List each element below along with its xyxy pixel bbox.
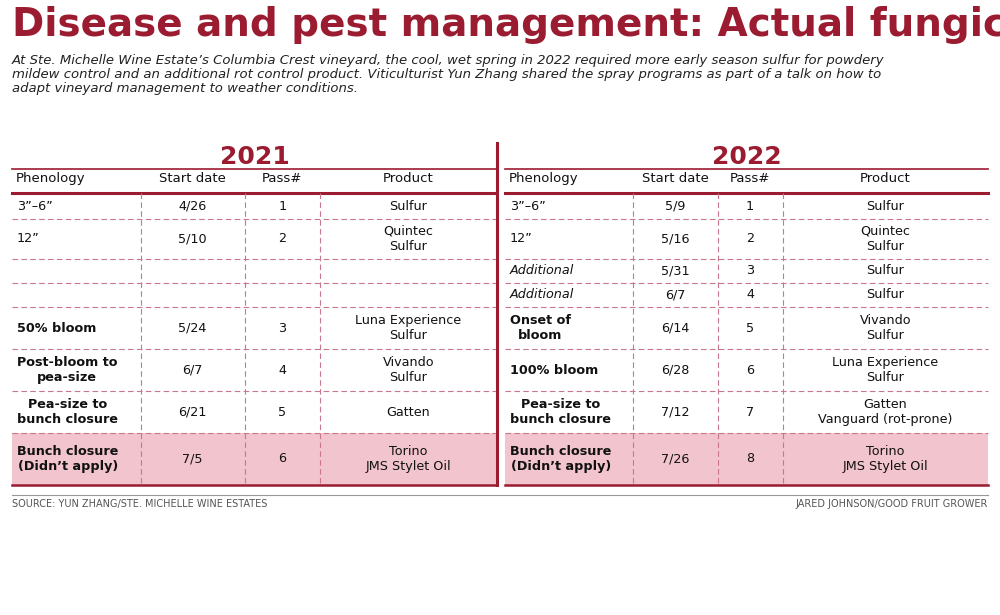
Text: Additional: Additional	[510, 264, 574, 277]
Text: 1: 1	[278, 199, 286, 213]
Text: Sulfur: Sulfur	[866, 199, 904, 213]
Text: 6/14: 6/14	[661, 322, 689, 335]
Text: 6/7: 6/7	[182, 363, 203, 376]
Text: 3”–6”: 3”–6”	[510, 199, 546, 213]
Text: Pea-size to
bunch closure: Pea-size to bunch closure	[17, 398, 118, 426]
Text: 50% bloom: 50% bloom	[17, 322, 96, 335]
Text: Start date: Start date	[642, 172, 709, 185]
Text: Pass#: Pass#	[262, 172, 303, 185]
Text: Sulfur: Sulfur	[390, 199, 427, 213]
Text: Quintec
Sulfur: Quintec Sulfur	[384, 225, 433, 253]
Text: Pass#: Pass#	[730, 172, 770, 185]
Text: 5: 5	[278, 405, 286, 418]
Text: Quintec
Sulfur: Quintec Sulfur	[860, 225, 910, 253]
Text: Bunch closure
(Didn’t apply): Bunch closure (Didn’t apply)	[510, 445, 611, 473]
Text: 6: 6	[746, 363, 754, 376]
Text: adapt vineyard management to weather conditions.: adapt vineyard management to weather con…	[12, 82, 358, 95]
Text: 2: 2	[278, 232, 286, 245]
Text: 2: 2	[746, 232, 754, 245]
Text: Vivando
Sulfur: Vivando Sulfur	[383, 356, 434, 384]
Text: 7: 7	[746, 405, 754, 418]
Text: Sulfur: Sulfur	[866, 288, 904, 301]
Text: Gatten: Gatten	[387, 405, 430, 418]
Text: 4: 4	[746, 288, 754, 301]
Text: Luna Experience
Sulfur: Luna Experience Sulfur	[355, 314, 462, 342]
Text: Phenology: Phenology	[509, 172, 579, 185]
Text: Torino
JMS Stylet Oil: Torino JMS Stylet Oil	[843, 445, 928, 473]
Text: 6/7: 6/7	[665, 288, 685, 301]
Text: 2022: 2022	[712, 145, 781, 169]
Text: Product: Product	[860, 172, 911, 185]
Text: JARED JOHNSON/GOOD FRUIT GROWER: JARED JOHNSON/GOOD FRUIT GROWER	[796, 499, 988, 509]
Text: 6/28: 6/28	[661, 363, 689, 376]
Text: 5/24: 5/24	[178, 322, 207, 335]
Text: 3: 3	[746, 264, 754, 277]
Text: Additional: Additional	[510, 288, 574, 301]
Text: 7/12: 7/12	[661, 405, 690, 418]
Text: 5: 5	[746, 322, 754, 335]
Text: 5/10: 5/10	[178, 232, 207, 245]
Text: 6: 6	[278, 453, 286, 466]
Text: 7/26: 7/26	[661, 453, 689, 466]
Text: Gatten
Vanguard (rot-prone): Gatten Vanguard (rot-prone)	[818, 398, 953, 426]
Text: 1: 1	[746, 199, 754, 213]
Text: 4: 4	[278, 363, 286, 376]
Bar	[12, 433, 496, 485]
Text: 6/21: 6/21	[178, 405, 207, 418]
Text: 12”: 12”	[510, 232, 533, 245]
Text: 5/9: 5/9	[665, 199, 685, 213]
Bar	[505, 433, 988, 485]
Text: Torino
JMS Stylet Oil: Torino JMS Stylet Oil	[366, 445, 451, 473]
Text: Sulfur: Sulfur	[866, 264, 904, 277]
Text: 2021: 2021	[220, 145, 289, 169]
Text: Pea-size to
bunch closure: Pea-size to bunch closure	[510, 398, 611, 426]
Text: 5/16: 5/16	[661, 232, 690, 245]
Text: Bunch closure
(Didn’t apply): Bunch closure (Didn’t apply)	[17, 445, 118, 473]
Text: Disease and pest management: Actual fungicide sprays: Disease and pest management: Actual fung…	[12, 6, 1000, 44]
Text: 4/26: 4/26	[179, 199, 207, 213]
Text: 3: 3	[278, 322, 286, 335]
Text: Vivando
Sulfur: Vivando Sulfur	[860, 314, 911, 342]
Text: 3”–6”: 3”–6”	[17, 199, 53, 213]
Text: Luna Experience
Sulfur: Luna Experience Sulfur	[832, 356, 938, 384]
Text: Product: Product	[383, 172, 434, 185]
Text: 8: 8	[746, 453, 754, 466]
Text: At Ste. Michelle Wine Estate’s Columbia Crest vineyard, the cool, wet spring in : At Ste. Michelle Wine Estate’s Columbia …	[12, 54, 885, 67]
Text: 100% bloom: 100% bloom	[510, 363, 598, 376]
Text: SOURCE: YUN ZHANG/STE. MICHELLE WINE ESTATES: SOURCE: YUN ZHANG/STE. MICHELLE WINE EST…	[12, 499, 267, 509]
Text: Phenology: Phenology	[16, 172, 86, 185]
Text: 5/31: 5/31	[661, 264, 690, 277]
Text: 7/5: 7/5	[182, 453, 203, 466]
Text: 12”: 12”	[17, 232, 40, 245]
Text: Post-bloom to
pea-size: Post-bloom to pea-size	[17, 356, 118, 384]
Text: Start date: Start date	[159, 172, 226, 185]
Text: mildew control and an additional rot control product. Viticulturist Yun Zhang sh: mildew control and an additional rot con…	[12, 68, 881, 81]
Text: Onset of
bloom: Onset of bloom	[510, 314, 571, 342]
